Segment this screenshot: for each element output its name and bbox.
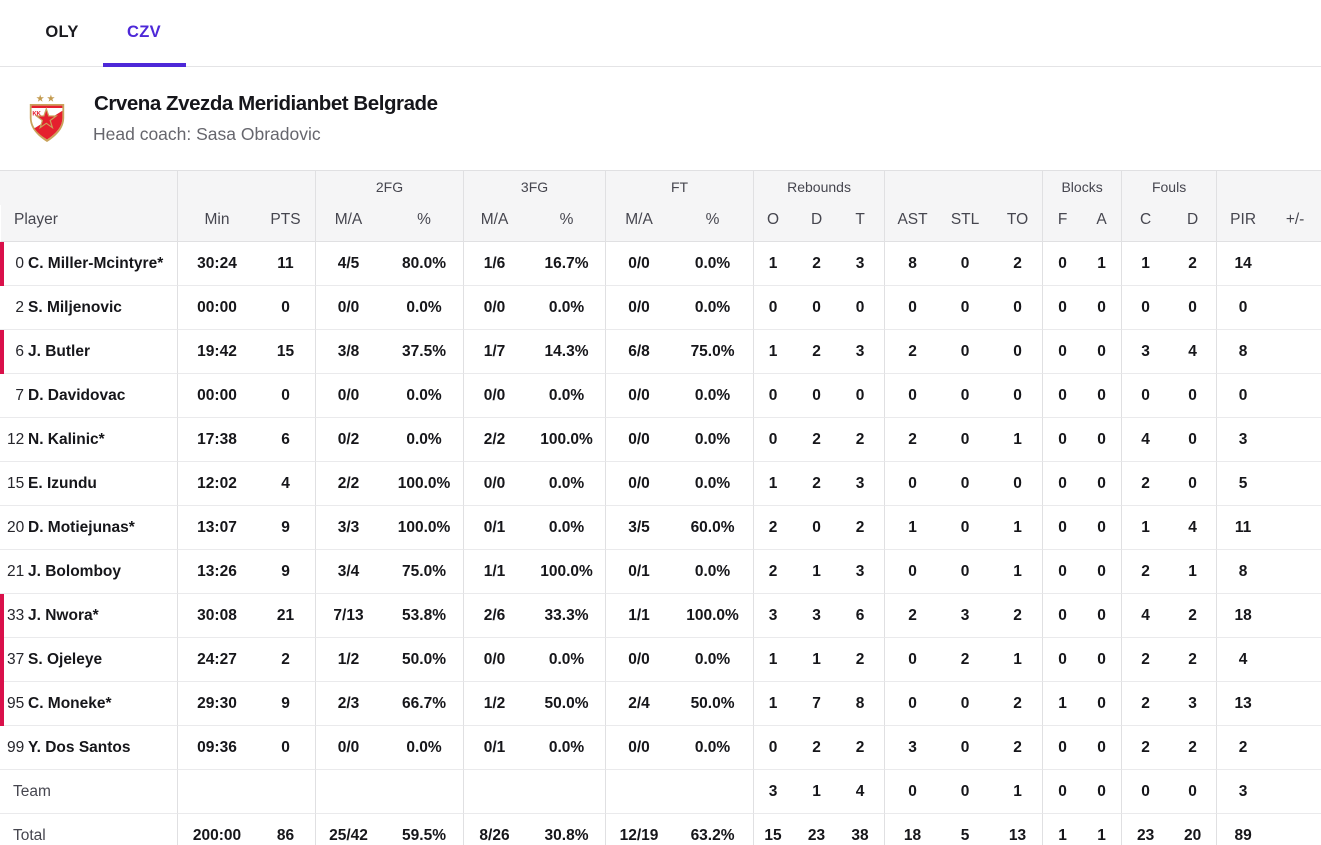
svg-text:KK: KK	[32, 111, 41, 118]
